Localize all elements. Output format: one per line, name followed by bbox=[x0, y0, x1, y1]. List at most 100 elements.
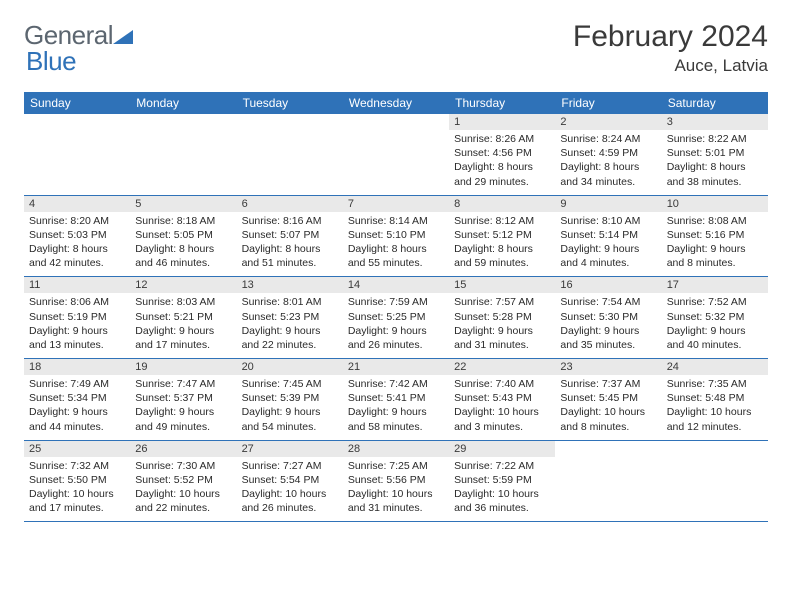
day-body: Sunrise: 7:30 AMSunset: 5:52 PMDaylight:… bbox=[130, 457, 236, 522]
sunset-line: Sunset: 5:43 PM bbox=[454, 391, 550, 405]
sunrise-line: Sunrise: 7:42 AM bbox=[348, 377, 444, 391]
calendar-empty-cell bbox=[662, 441, 768, 523]
sunset-line: Sunset: 5:41 PM bbox=[348, 391, 444, 405]
calendar-day-cell: 20Sunrise: 7:45 AMSunset: 5:39 PMDayligh… bbox=[237, 359, 343, 441]
sunrise-line: Sunrise: 7:30 AM bbox=[135, 459, 231, 473]
sunset-line: Sunset: 5:05 PM bbox=[135, 228, 231, 242]
daylight-line: Daylight: 10 hours and 12 minutes. bbox=[667, 405, 763, 433]
day-number: 4 bbox=[24, 196, 130, 212]
sunrise-line: Sunrise: 7:47 AM bbox=[135, 377, 231, 391]
day-body: Sunrise: 7:47 AMSunset: 5:37 PMDaylight:… bbox=[130, 375, 236, 440]
weekday-header: Tuesday bbox=[237, 92, 343, 114]
day-number: 27 bbox=[237, 441, 343, 457]
header-bar: General February 2024 Auce, Latvia bbox=[24, 20, 768, 76]
weekday-header: Friday bbox=[555, 92, 661, 114]
day-number: 7 bbox=[343, 196, 449, 212]
sunset-line: Sunset: 5:03 PM bbox=[29, 228, 125, 242]
sunrise-line: Sunrise: 8:01 AM bbox=[242, 295, 338, 309]
sunrise-line: Sunrise: 8:22 AM bbox=[667, 132, 763, 146]
day-number: 19 bbox=[130, 359, 236, 375]
calendar-day-cell: 13Sunrise: 8:01 AMSunset: 5:23 PMDayligh… bbox=[237, 277, 343, 359]
day-number: 1 bbox=[449, 114, 555, 130]
daylight-line: Daylight: 9 hours and 8 minutes. bbox=[667, 242, 763, 270]
daylight-line: Daylight: 9 hours and 49 minutes. bbox=[135, 405, 231, 433]
sunrise-line: Sunrise: 7:40 AM bbox=[454, 377, 550, 391]
sunset-line: Sunset: 5:48 PM bbox=[667, 391, 763, 405]
day-body: Sunrise: 7:35 AMSunset: 5:48 PMDaylight:… bbox=[662, 375, 768, 440]
calendar-day-cell: 12Sunrise: 8:03 AMSunset: 5:21 PMDayligh… bbox=[130, 277, 236, 359]
day-number: 23 bbox=[555, 359, 661, 375]
sunrise-line: Sunrise: 7:57 AM bbox=[454, 295, 550, 309]
daylight-line: Daylight: 9 hours and 22 minutes. bbox=[242, 324, 338, 352]
daylight-line: Daylight: 10 hours and 22 minutes. bbox=[135, 487, 231, 515]
day-number: 8 bbox=[449, 196, 555, 212]
daylight-line: Daylight: 10 hours and 3 minutes. bbox=[454, 405, 550, 433]
sunset-line: Sunset: 5:19 PM bbox=[29, 310, 125, 324]
day-number bbox=[555, 441, 661, 457]
sunrise-line: Sunrise: 7:49 AM bbox=[29, 377, 125, 391]
daylight-line: Daylight: 9 hours and 58 minutes. bbox=[348, 405, 444, 433]
day-body bbox=[24, 130, 130, 188]
sunset-line: Sunset: 5:56 PM bbox=[348, 473, 444, 487]
day-body: Sunrise: 7:32 AMSunset: 5:50 PMDaylight:… bbox=[24, 457, 130, 522]
day-body: Sunrise: 7:45 AMSunset: 5:39 PMDaylight:… bbox=[237, 375, 343, 440]
sunrise-line: Sunrise: 7:27 AM bbox=[242, 459, 338, 473]
calendar-day-cell: 28Sunrise: 7:25 AMSunset: 5:56 PMDayligh… bbox=[343, 441, 449, 523]
calendar-day-cell: 14Sunrise: 7:59 AMSunset: 5:25 PMDayligh… bbox=[343, 277, 449, 359]
sunset-line: Sunset: 5:28 PM bbox=[454, 310, 550, 324]
day-body: Sunrise: 7:57 AMSunset: 5:28 PMDaylight:… bbox=[449, 293, 555, 358]
sunset-line: Sunset: 5:37 PM bbox=[135, 391, 231, 405]
calendar-day-cell: 18Sunrise: 7:49 AMSunset: 5:34 PMDayligh… bbox=[24, 359, 130, 441]
location-text: Auce, Latvia bbox=[573, 56, 768, 76]
calendar-row: 11 Sunrise: 8:06 AMSunset: 5:19 PM Dayligh… bbox=[24, 277, 768, 359]
calendar-row: 1Sunrise: 8:26 AMSunset: 4:56 PMDaylight… bbox=[24, 114, 768, 196]
day-body: Sunrise: 7:42 AMSunset: 5:41 PMDaylight:… bbox=[343, 375, 449, 440]
daylight-line: Daylight: 8 hours and 42 minutes. bbox=[29, 242, 125, 270]
day-number: 17 bbox=[662, 277, 768, 293]
day-body: Sunrise: 7:54 AMSunset: 5:30 PMDaylight:… bbox=[555, 293, 661, 358]
sunset-line: Sunset: 5:52 PM bbox=[135, 473, 231, 487]
calendar-day-cell: 26Sunrise: 7:30 AMSunset: 5:52 PMDayligh… bbox=[130, 441, 236, 523]
day-body bbox=[130, 130, 236, 188]
day-body: Sunrise: 7:52 AMSunset: 5:32 PMDaylight:… bbox=[662, 293, 768, 358]
sunset-line: Sunset: 5:07 PM bbox=[242, 228, 338, 242]
daylight-line: Daylight: 9 hours and 4 minutes. bbox=[560, 242, 656, 270]
calendar-row: 25Sunrise: 7:32 AMSunset: 5:50 PMDayligh… bbox=[24, 441, 768, 523]
day-body: Sunrise: 7:27 AMSunset: 5:54 PMDaylight:… bbox=[237, 457, 343, 522]
sunrise-line: Sunrise: 7:45 AM bbox=[242, 377, 338, 391]
daylight-line: Daylight: 10 hours and 8 minutes. bbox=[560, 405, 656, 433]
daylight-line: Daylight: 9 hours and 26 minutes. bbox=[348, 324, 444, 352]
calendar-day-cell: 6Sunrise: 8:16 AMSunset: 5:07 PMDaylight… bbox=[237, 196, 343, 278]
sunrise-line: Sunrise: 7:35 AM bbox=[667, 377, 763, 391]
calendar-day-cell: 16Sunrise: 7:54 AMSunset: 5:30 PMDayligh… bbox=[555, 277, 661, 359]
daylight-line: Daylight: 8 hours and 51 minutes. bbox=[242, 242, 338, 270]
day-body bbox=[662, 457, 768, 515]
daylight-line: Daylight: 10 hours and 36 minutes. bbox=[454, 487, 550, 515]
calendar-day-cell: 15Sunrise: 7:57 AMSunset: 5:28 PMDayligh… bbox=[449, 277, 555, 359]
daylight-line: Daylight: 9 hours and 54 minutes. bbox=[242, 405, 338, 433]
calendar-empty-cell bbox=[555, 441, 661, 523]
calendar-body: 1Sunrise: 8:26 AMSunset: 4:56 PMDaylight… bbox=[24, 114, 768, 522]
day-body: Sunrise: 7:49 AMSunset: 5:34 PMDaylight:… bbox=[24, 375, 130, 440]
sunrise-line: Sunrise: 8:06 AM bbox=[29, 295, 125, 309]
sunrise-line: Sunrise: 7:25 AM bbox=[348, 459, 444, 473]
daylight-line: Daylight: 9 hours and 40 minutes. bbox=[667, 324, 763, 352]
calendar-day-cell: 2Sunrise: 8:24 AMSunset: 4:59 PMDaylight… bbox=[555, 114, 661, 196]
day-number: 2 bbox=[555, 114, 661, 130]
daylight-line: Daylight: 8 hours and 55 minutes. bbox=[348, 242, 444, 270]
day-number: 11 bbox=[24, 277, 130, 293]
sunrise-line: Sunrise: 8:03 AM bbox=[135, 295, 231, 309]
day-body: Sunrise: 8:12 AMSunset: 5:12 PMDaylight:… bbox=[449, 212, 555, 277]
day-number: 26 bbox=[130, 441, 236, 457]
sunrise-line: Sunrise: 7:59 AM bbox=[348, 295, 444, 309]
sunset-line: Sunset: 5:16 PM bbox=[667, 228, 763, 242]
day-number: 25 bbox=[24, 441, 130, 457]
daylight-line: Daylight: 10 hours and 17 minutes. bbox=[29, 487, 125, 515]
calendar-day-cell: 11Sunrise: 8:06 AMSunset: 5:19 PMDayligh… bbox=[24, 277, 130, 359]
day-body: Sunrise: 7:59 AMSunset: 5:25 PMDaylight:… bbox=[343, 293, 449, 358]
calendar-day-cell: 1Sunrise: 8:26 AMSunset: 4:56 PMDaylight… bbox=[449, 114, 555, 196]
day-body: Sunrise: 8:22 AMSunset: 5:01 PMDaylight:… bbox=[662, 130, 768, 195]
daylight-line: Daylight: 8 hours and 38 minutes. bbox=[667, 160, 763, 188]
sunset-line: Sunset: 5:50 PM bbox=[29, 473, 125, 487]
calendar-day-cell: 25Sunrise: 7:32 AMSunset: 5:50 PMDayligh… bbox=[24, 441, 130, 523]
